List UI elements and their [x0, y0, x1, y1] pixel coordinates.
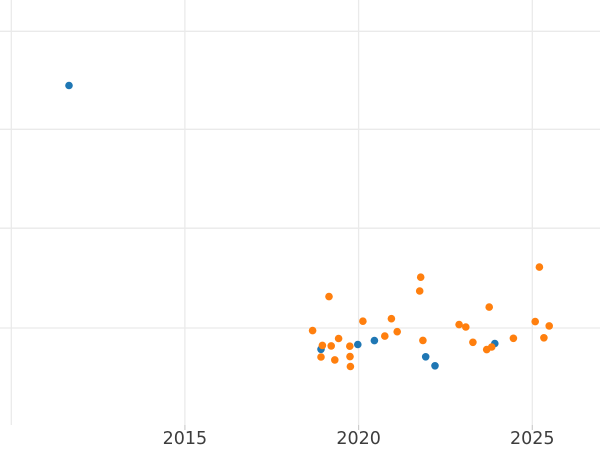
data-point-orange — [531, 317, 539, 326]
data-point-orange — [327, 342, 336, 350]
x-tick-label: 2020 — [336, 429, 381, 449]
data-point-orange — [359, 317, 367, 326]
grid-layer — [0, 0, 600, 425]
data-point-orange — [535, 263, 544, 271]
data-point-orange — [346, 362, 355, 371]
data-point-orange — [485, 303, 494, 311]
data-point-orange — [318, 341, 327, 350]
data-point-orange — [393, 327, 402, 336]
data-point-orange — [308, 326, 317, 335]
x-axis-labels: 2015 2020 2025 — [163, 429, 555, 449]
data-point-orange — [469, 338, 477, 347]
data-point-orange — [317, 353, 325, 361]
data-points-layer — [65, 81, 553, 371]
data-point-blue — [431, 362, 439, 370]
x-axis-ticks — [184, 425, 533, 430]
data-point-orange — [346, 352, 354, 361]
data-point-blue — [370, 336, 379, 345]
x-tick-label: 2025 — [510, 429, 555, 449]
data-point-orange — [487, 343, 496, 351]
data-point-blue — [65, 81, 73, 90]
data-point-orange — [325, 292, 333, 301]
data-point-orange — [381, 332, 389, 340]
data-point-orange — [540, 334, 548, 342]
data-point-blue — [421, 353, 430, 361]
data-point-orange — [387, 314, 396, 323]
data-point-blue — [354, 340, 362, 349]
x-tick-label: 2015 — [163, 429, 208, 449]
data-point-orange — [334, 334, 343, 343]
data-point-orange — [419, 336, 427, 345]
data-point-orange — [415, 287, 424, 295]
data-point-orange — [346, 342, 354, 351]
data-point-orange — [462, 323, 470, 331]
data-point-orange — [509, 334, 518, 343]
data-point-orange — [331, 356, 339, 364]
data-point-orange — [545, 322, 553, 330]
data-point-orange — [455, 320, 463, 329]
data-point-orange — [416, 273, 425, 282]
